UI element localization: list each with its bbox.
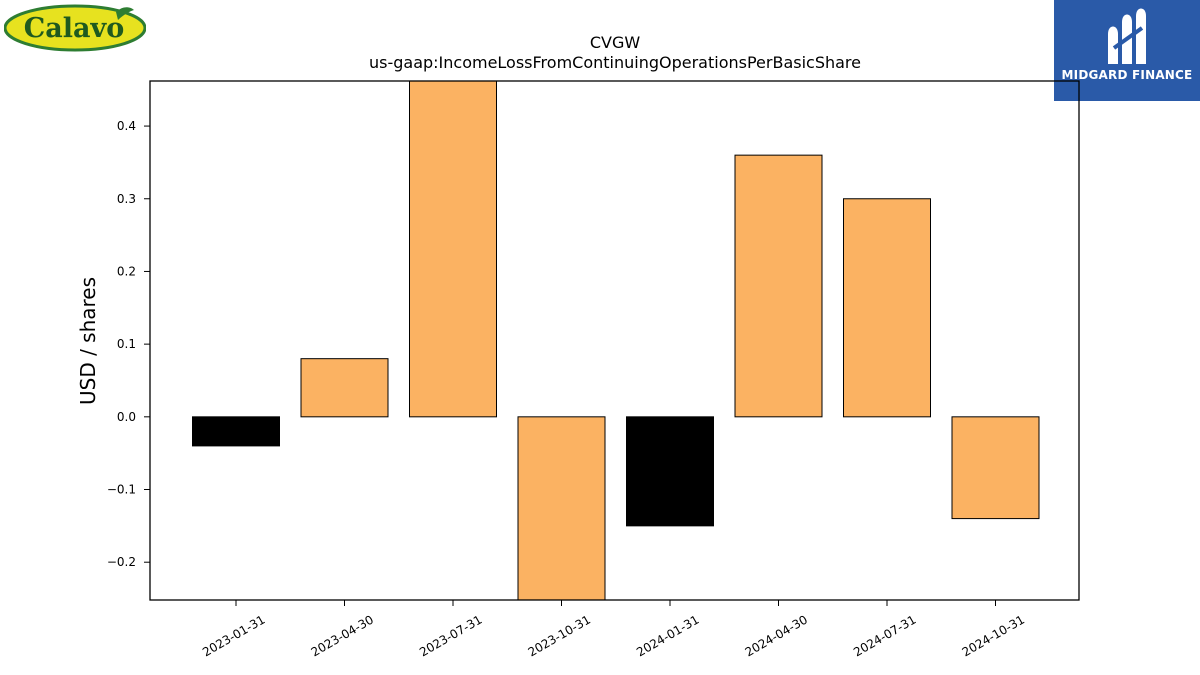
y-axis-label: USD / shares <box>76 277 100 405</box>
bar-2023-01-31 <box>192 416 280 447</box>
x-tick-label: 2023-01-31 <box>200 612 267 659</box>
y-tick-label: 0.4 <box>117 119 136 133</box>
bars-group <box>192 81 1040 600</box>
x-tick-label: 2024-07-31 <box>851 612 918 659</box>
x-tick-label: 2023-04-30 <box>309 612 376 659</box>
chart-title: CVGW <box>590 33 641 52</box>
x-tick-label: 2023-10-31 <box>526 612 593 659</box>
midgard-finance-logo: MIDGARD FINANCE <box>1054 0 1200 101</box>
midgard-logo-text: MIDGARD FINANCE <box>1061 68 1193 82</box>
y-tick-label: 0.0 <box>117 410 136 424</box>
chart-subtitle: us-gaap:IncomeLossFromContinuingOperatio… <box>369 53 861 72</box>
y-tick-label: 0.3 <box>117 192 136 206</box>
y-tick-label: −0.1 <box>107 483 136 497</box>
x-tick-label: 2023-07-31 <box>417 612 484 659</box>
bar-2024-07-31 <box>843 198 931 418</box>
calavo-logo: Calavo <box>4 4 146 52</box>
x-tick-label: 2024-01-31 <box>634 612 701 659</box>
bar-2023-10-31 <box>517 416 606 600</box>
y-tick-label: 0.2 <box>117 264 136 278</box>
x-tick-label: 2024-04-30 <box>743 612 810 659</box>
bar-2024-10-31 <box>951 416 1040 520</box>
bar-2023-07-31 <box>409 81 497 418</box>
calavo-logo-text: Calavo <box>24 13 124 44</box>
bar-2024-01-31 <box>626 416 714 527</box>
bar-2024-04-30 <box>734 154 823 418</box>
x-tick-label: 2024-10-31 <box>960 612 1027 659</box>
y-tick-label: −0.2 <box>107 555 136 569</box>
y-tick-label: 0.1 <box>117 337 136 351</box>
bar-2023-04-30 <box>300 358 389 418</box>
midgard-m-icon <box>1108 8 1146 64</box>
plot-frame <box>149 80 1080 601</box>
